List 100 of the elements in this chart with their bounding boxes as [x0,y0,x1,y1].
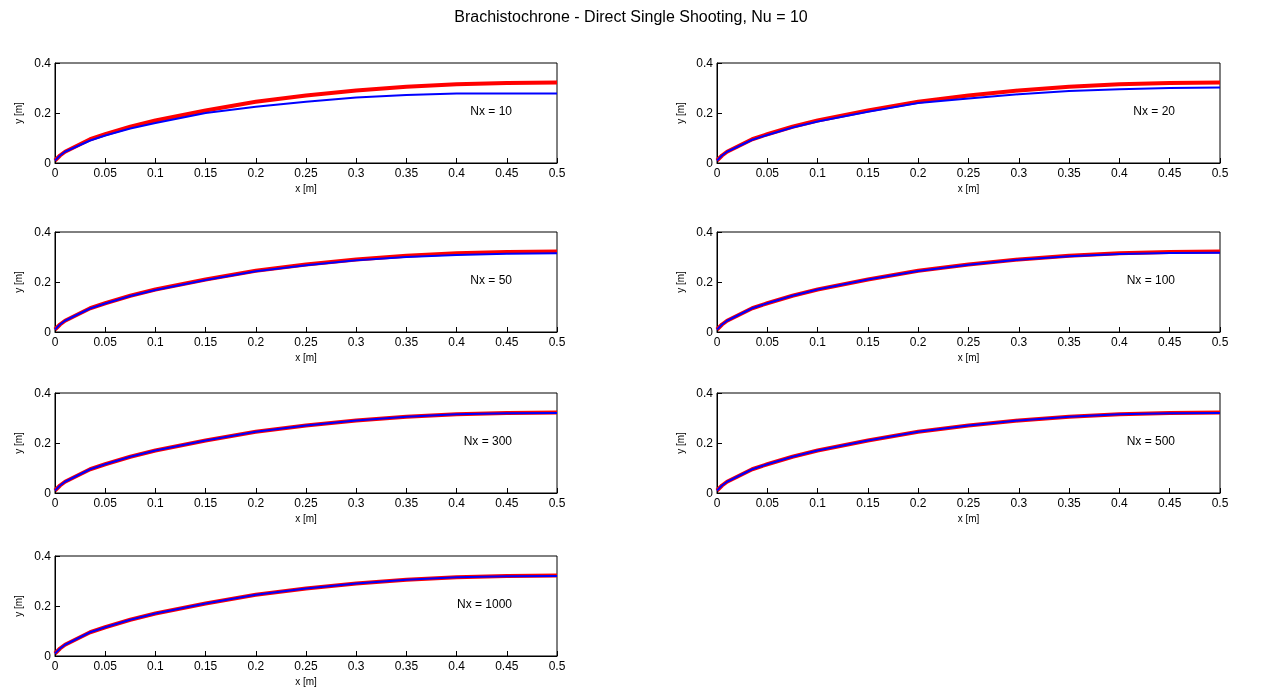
x-axis-title: x [m] [957,513,980,525]
y-tick-label: 0.2 [34,275,52,289]
x-tick-label: 0.1 [147,166,165,180]
y-axis-title: y [m] [674,431,686,454]
y-tick-label: 0 [44,325,52,339]
x-tick-label: 0.25 [294,335,318,349]
x-tick-label: 0.25 [294,659,318,673]
x-tick-label: 0.35 [1057,166,1082,180]
x-tick-label: 0.15 [193,335,218,349]
x-tick-label: 0.3 [347,496,365,510]
x-axis-title: x [m] [295,352,318,364]
x-tick-label: 0.5 [1211,335,1229,349]
x-tick-label: 0.5 [1211,166,1229,180]
x-tick-label: 0.35 [394,659,419,673]
annotation: Nx = 300 [463,434,513,448]
y-tick-label: 0.2 [696,436,714,450]
x-tick-label: 0.45 [1158,335,1182,349]
x-tick-label: 0.4 [448,659,466,673]
x-tick-label: 0.2 [909,166,927,180]
x-tick-label: 0.05 [93,496,118,510]
annotation: Nx = 10 [470,104,513,118]
x-tick-label: 0.5 [548,335,566,349]
x-tick-label: 0.25 [956,335,981,349]
x-axis-title: x [m] [295,183,318,195]
x-tick-label: 0.4 [448,166,466,180]
x-tick-label: 0.5 [548,659,566,673]
x-tick-label: 0.25 [294,496,318,510]
x-tick-label: 0.5 [548,166,566,180]
x-axis-title: x [m] [295,513,318,525]
x-tick-label: 0.25 [956,496,981,510]
x-tick-label: 0.3 [347,335,365,349]
x-tick-label: 0.4 [1111,335,1129,349]
x-tick-label: 0.15 [193,166,218,180]
annotation: Nx = 20 [1133,104,1176,118]
x-tick-label: 0.4 [1111,166,1129,180]
x-tick-label: 0.2 [247,335,265,349]
x-tick-label: 0.45 [1158,166,1182,180]
x-tick-label: 0.3 [347,166,365,180]
x-tick-label: 0.2 [247,496,265,510]
x-tick-label: 0.3 [1010,166,1028,180]
x-tick-label: 0.3 [1010,335,1028,349]
x-tick-label: 0.15 [193,659,218,673]
y-tick-label: 0 [44,156,52,170]
x-tick-label: 0.1 [809,166,827,180]
x-tick-label: 0.15 [856,166,880,180]
x-tick-label: 0.2 [247,659,265,673]
x-axis-title: x [m] [957,352,980,364]
x-tick-label: 0.2 [909,335,927,349]
y-axis-title: y [m] [12,270,24,293]
x-tick-label: 0.25 [294,166,318,180]
x-tick-label: 0.45 [1158,496,1182,510]
y-axis-title: y [m] [12,431,24,454]
x-tick-label: 0.45 [495,496,519,510]
x-tick-label: 0.45 [495,335,519,349]
y-tick-label: 0 [706,325,714,339]
x-tick-label: 0.1 [147,659,165,673]
y-tick-label: 0.4 [696,56,714,70]
x-tick-label: 0.45 [495,659,519,673]
y-tick-label: 0.2 [34,106,52,120]
y-tick-label: 0.4 [34,56,52,70]
y-tick-label: 0.4 [34,386,52,400]
text: Brachistochrone - Direct Single Shooting, Nu = 10 [453,8,809,26]
x-tick-label: 0.4 [1111,496,1129,510]
x-axis-title: x [m] [957,183,980,195]
x-tick-label: 0.45 [495,166,519,180]
x-tick-label: 0.3 [1010,496,1028,510]
x-tick-label: 0.25 [956,166,981,180]
x-tick-label: 0.05 [755,335,780,349]
x-tick-label: 0.1 [809,335,827,349]
x-tick-label: 0.35 [394,496,419,510]
x-tick-label: 0.5 [1211,496,1229,510]
x-tick-label: 0.2 [909,496,927,510]
x-tick-label: 0.35 [1057,496,1082,510]
x-tick-label: 0.1 [147,335,165,349]
annotation: Nx = 100 [1126,273,1176,287]
x-tick-label: 0.05 [93,659,118,673]
y-axis-title: y [m] [12,101,24,124]
x-tick-label: 0.1 [147,496,165,510]
y-axis-title: y [m] [674,101,686,124]
x-tick-label: 0.35 [394,335,419,349]
y-tick-label: 0.2 [34,599,52,613]
x-tick-label: 0.5 [548,496,566,510]
x-tick-label: 0.15 [856,496,880,510]
y-axis-title: y [m] [674,270,686,293]
x-tick-label: 0.05 [755,496,780,510]
y-tick-label: 0.4 [34,549,52,563]
x-tick-label: 0.3 [347,659,365,673]
y-tick-label: 0 [706,156,714,170]
annotation: Nx = 50 [470,273,513,287]
y-tick-label: 0.4 [34,225,52,239]
x-tick-label: 0.4 [448,496,466,510]
x-tick-label: 0.1 [809,496,827,510]
y-tick-label: 0.2 [696,106,714,120]
x-axis-title: x [m] [295,676,318,688]
y-tick-label: 0 [706,486,714,500]
x-tick-label: 0.35 [394,166,419,180]
y-tick-label: 0.4 [696,386,714,400]
annotation: Nx = 1000 [456,597,513,611]
y-tick-label: 0.2 [696,275,714,289]
x-tick-label: 0.15 [856,335,880,349]
